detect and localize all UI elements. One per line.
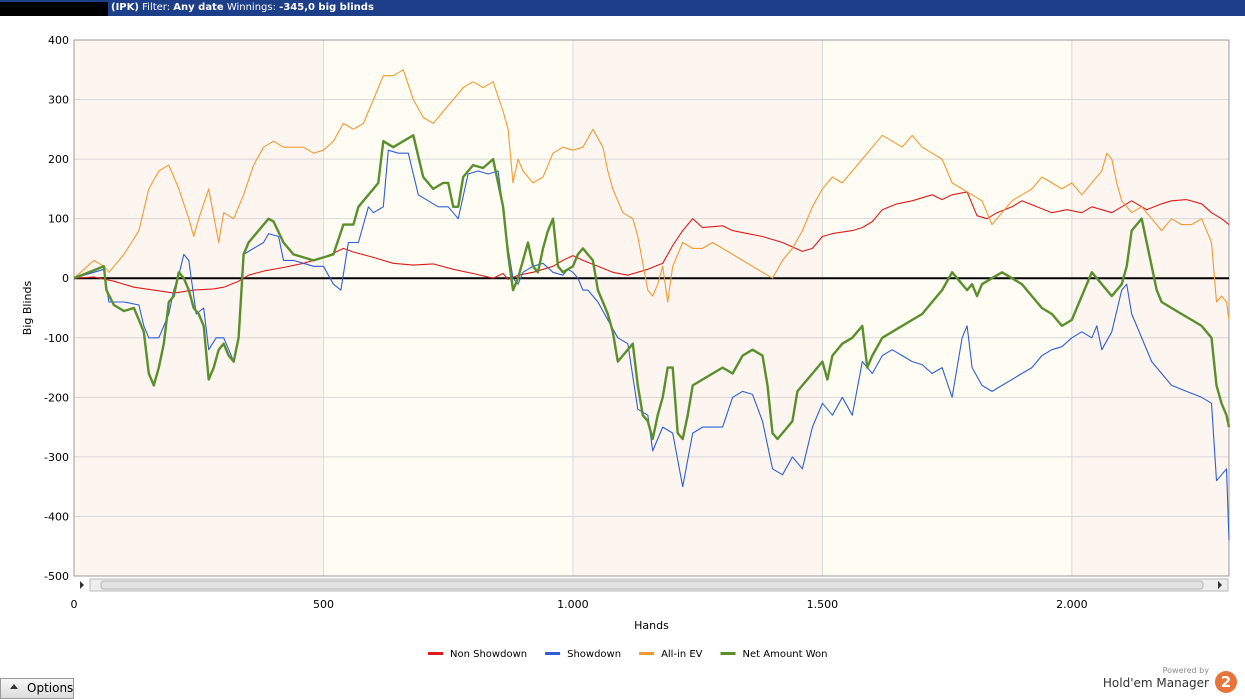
scrollbar-thumb[interactable] <box>100 580 1204 590</box>
series-line-net-amount-won <box>73 134 1231 441</box>
winnings-value: -345,0 big blinds <box>279 2 374 13</box>
y-tick-label: 200 <box>48 153 69 166</box>
y-tick-label: -100 <box>44 332 69 345</box>
filter-label: Filter: <box>142 2 171 13</box>
x-tick-label: 1.000 <box>557 598 589 611</box>
series-line-all-in-ev <box>73 69 1230 320</box>
y-tick-label: 100 <box>48 213 69 226</box>
y-tick-label: -300 <box>44 451 69 464</box>
redacted-player-name <box>0 2 108 16</box>
legend-swatch <box>545 652 561 655</box>
plot-band <box>1071 40 1229 576</box>
title-text: (IPK) Filter: Any date Winnings: -345,0 … <box>111 0 374 16</box>
legend-label: Net Amount Won <box>743 649 828 660</box>
y-tick-label: -200 <box>44 391 69 404</box>
filter-value: Any date <box>173 2 224 13</box>
plot-band <box>822 40 1072 576</box>
plot-border <box>73 39 1230 577</box>
scroll-left-arrow-icon[interactable] <box>80 581 84 589</box>
x-tick-label: 500 <box>313 598 334 611</box>
legend-swatch <box>639 652 655 655</box>
plot-band <box>323 40 573 576</box>
y-tick-label: 300 <box>48 94 69 107</box>
x-tick-label: 0 <box>71 598 78 611</box>
scroll-right-arrow-icon[interactable] <box>1218 581 1222 589</box>
legend-swatch <box>428 652 443 655</box>
y-tick-label: 400 <box>48 34 69 47</box>
powered-by-text: Powered by <box>1162 666 1209 675</box>
winnings-chart: 400 300 200 100 0 -100 -200 -300 -400 -500 0 500 1.… <box>21 34 1231 660</box>
title-bar: (IPK) Filter: Any date Winnings: -345,0 … <box>0 0 1245 16</box>
plot-band <box>74 40 324 576</box>
product-name: Hold'em Manager <box>1102 676 1209 690</box>
x-tick-label: 1.500 <box>807 598 839 611</box>
y-axis-label: Big Blinds <box>21 281 34 336</box>
player-tag: (IPK) <box>111 2 139 13</box>
horizontal-scrollbar[interactable] <box>80 578 1229 592</box>
y-tick-label: 0 <box>62 272 69 285</box>
legend: Non Showdown Showdown All-in EV Net Amount … <box>428 649 828 660</box>
plot-background <box>74 40 1229 576</box>
series-lines <box>73 69 1231 541</box>
winnings-label: Winnings: <box>226 2 276 13</box>
legend-label: Showdown <box>567 649 621 660</box>
legend-label: All-in EV <box>661 649 703 660</box>
chevron-up-icon <box>10 684 18 689</box>
x-axis-label: Hands <box>634 619 669 632</box>
plot-band <box>572 40 823 576</box>
y-tick-label: -500 <box>44 570 69 583</box>
y-axis-ticks: 400 300 200 100 0 -100 -200 -300 -400 -500 <box>44 34 69 583</box>
legend-swatch <box>720 652 736 655</box>
options-button[interactable]: Options <box>0 678 74 699</box>
series-line-showdown <box>73 149 1230 541</box>
x-tick-label: 2.000 <box>1056 598 1088 611</box>
branding: Powered by Hold'em Manager 2 <box>1099 666 1239 696</box>
hm2-logo-icon: 2 <box>1215 671 1237 693</box>
options-label: Options <box>27 681 74 695</box>
legend-label: Non Showdown <box>450 649 527 660</box>
x-axis-ticks: 0 500 1.000 1.500 2.000 <box>71 598 1088 611</box>
y-tick-label: -400 <box>44 510 69 523</box>
